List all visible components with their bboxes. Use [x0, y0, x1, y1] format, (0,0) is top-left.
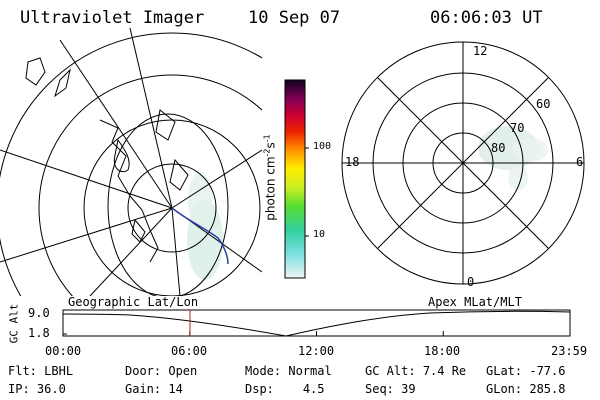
time-label: 06:06:03 UT [430, 8, 543, 28]
coastline [155, 109, 176, 141]
aurora-glow [508, 166, 528, 190]
polar-map-title: Apex MLat/MLT [428, 295, 522, 309]
timeline-ytick: 1.8 [28, 326, 50, 340]
timeline-xtick: 12:00 [298, 344, 335, 358]
colorbar-unit-label: photon cm-2s-1 [262, 134, 278, 221]
coastline [54, 68, 71, 98]
polar-map [341, 41, 585, 285]
mlat-label: 60 [536, 97, 551, 111]
coastline [169, 158, 189, 191]
latitude-circle [38, 74, 262, 296]
timeline-xtick: 23:59 [551, 344, 588, 358]
coastline [131, 218, 146, 243]
filter-info: Flt: LBHL [8, 364, 74, 378]
latitude-circle [0, 32, 262, 296]
colorbar [284, 79, 309, 279]
date-label: 10 Sep 07 [248, 8, 341, 28]
glat-info: GLat: -77.6 [486, 364, 566, 378]
aurora-glow [512, 138, 548, 162]
gcalt-info: GC Alt: 7.4 Re [365, 364, 467, 378]
seq-info: Seq: 39 [365, 382, 416, 396]
coastline [113, 138, 130, 173]
door-info: Door: Open [125, 364, 198, 378]
mlt-label-left: 18 [345, 155, 360, 169]
timeline-ytick: 9.0 [28, 306, 50, 320]
timeline-plot [62, 309, 571, 337]
coastline [25, 57, 46, 86]
colorbar-gradient [284, 79, 306, 279]
ip-info: IP: 36.0 [8, 382, 66, 396]
gain-info: Gain: 14 [125, 382, 183, 396]
mlt-label-bottom: 0 [467, 275, 475, 289]
mlat-label: 70 [510, 121, 525, 135]
timeline-ylabel: GC Alt [7, 303, 21, 344]
geo-map-title: Geographic Lat/Lon [68, 295, 199, 309]
timeline-ticks [62, 313, 571, 336]
colorbar-tick: 10 [313, 229, 326, 240]
mode-info: Mode: Normal [245, 364, 332, 378]
orbit-track [171, 207, 229, 265]
mlt-spokes [342, 42, 584, 284]
geographic-map [0, 28, 262, 296]
instrument-title: Ultraviolet Imager [20, 8, 205, 28]
mlt-label-right: 6 [576, 155, 584, 169]
timeline-xtick: 06:00 [171, 344, 208, 358]
mlt-label-top: 12 [473, 44, 488, 58]
dsp-info: Dsp: 4.5 [245, 382, 325, 396]
colorbar-tick: 100 [313, 141, 332, 152]
timeline-xtick: 18:00 [424, 344, 461, 358]
glon-info: GLon: 285.8 [486, 382, 566, 396]
altitude-curve [62, 310, 571, 337]
aurora-glow [188, 172, 212, 228]
mlat-label: 80 [491, 141, 506, 155]
coastline [99, 119, 159, 263]
meridian-lines [0, 28, 262, 296]
view-boundary [107, 113, 229, 296]
latitude-circle [127, 163, 217, 253]
timeline-xtick: 00:00 [45, 344, 82, 358]
